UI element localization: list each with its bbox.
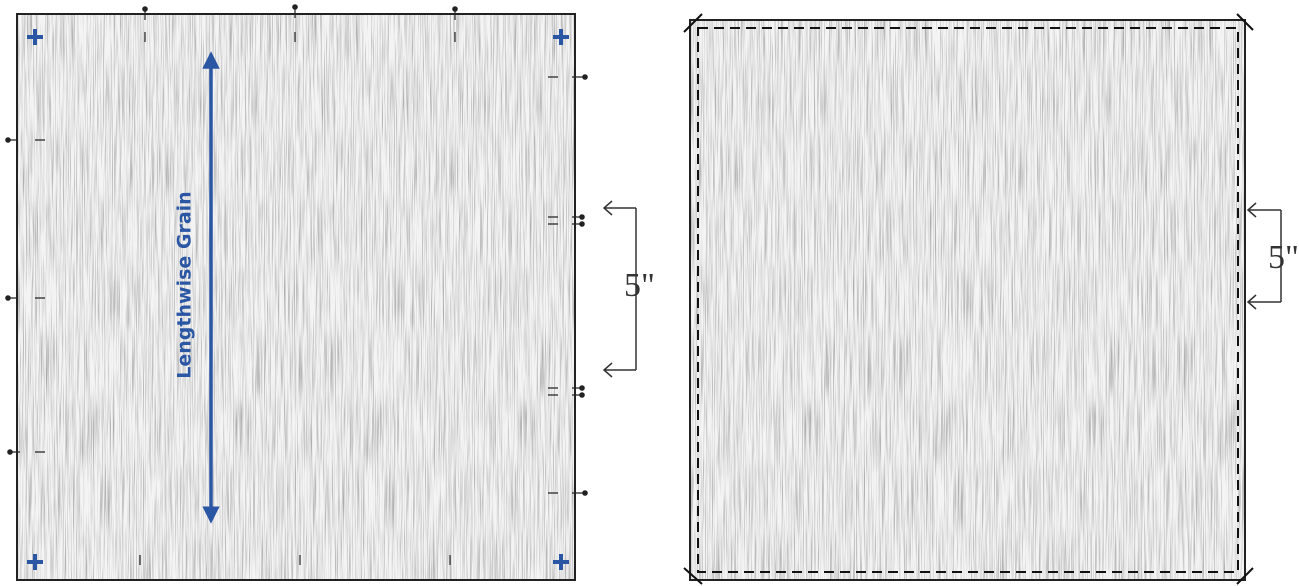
left-panel: Lengthwise Grain (6, 5, 587, 580)
fabric-texture (690, 20, 1245, 580)
measure-label: 5" (1268, 239, 1299, 276)
measure-label: 5" (624, 267, 655, 304)
fabric-texture (17, 14, 575, 580)
right-panel (684, 14, 1253, 584)
page: Lengthwise Grain 5" 5" (() => { const da… (0, 0, 1299, 586)
grain-label: Lengthwise Grain (174, 191, 196, 378)
illustration: Lengthwise Grain 5" 5" (0, 0, 1299, 586)
